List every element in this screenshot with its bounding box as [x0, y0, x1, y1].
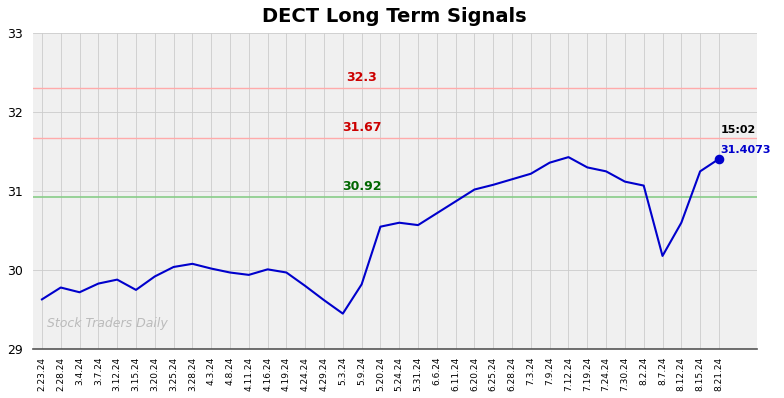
Text: 30.92: 30.92 [343, 180, 382, 193]
Point [713, 156, 725, 162]
Text: Stock Traders Daily: Stock Traders Daily [47, 317, 168, 330]
Text: 31.67: 31.67 [343, 121, 382, 134]
Text: 31.4073: 31.4073 [720, 145, 771, 155]
Text: 32.3: 32.3 [347, 71, 377, 84]
Text: 15:02: 15:02 [720, 125, 756, 135]
Title: DECT Long Term Signals: DECT Long Term Signals [262, 7, 527, 26]
